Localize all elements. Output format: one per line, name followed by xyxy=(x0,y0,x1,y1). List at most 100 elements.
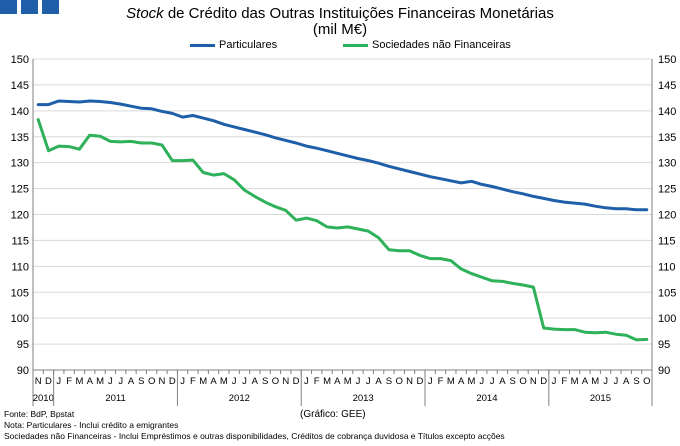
y-tick-label-right: 140 xyxy=(658,106,676,118)
x-tick-label: O xyxy=(148,376,155,387)
y-tick-label-left: 110 xyxy=(11,261,29,273)
chart-title-rest: de Crédito das Outras Instituições Finan… xyxy=(163,5,554,22)
y-tick-label-left: 135 xyxy=(11,132,29,144)
y-tick-label-left: 105 xyxy=(11,287,29,299)
x-tick-label: S xyxy=(386,376,392,387)
chart-subtitle: (mil M€) xyxy=(312,21,368,38)
x-tick-label: M xyxy=(467,376,475,387)
x-tick-label: D xyxy=(45,376,52,387)
x-tick-label: J xyxy=(356,376,361,387)
y-tick-label-left: 90 xyxy=(17,365,29,377)
y-tick-label-right: 95 xyxy=(658,339,670,351)
x-tick-label: J xyxy=(304,376,309,387)
legend-swatch-sociedades xyxy=(343,44,368,47)
x-tick-label: M xyxy=(591,376,599,387)
legend: Particulares Sociedades não Financeiras xyxy=(0,39,680,53)
year-label: 2011 xyxy=(105,393,125,404)
y-tick-label-left: 100 xyxy=(11,313,29,325)
y-tick-label-right: 120 xyxy=(658,210,676,222)
x-tick-label: J xyxy=(603,376,608,387)
y-tick-label-left: 120 xyxy=(11,210,29,222)
legend-label-particulares: Particulares xyxy=(219,39,278,51)
x-tick-label: D xyxy=(540,376,547,387)
logo-block xyxy=(42,0,59,14)
x-tick-label: F xyxy=(314,376,320,387)
footnote-source: Fonte: BdP, Bpstat xyxy=(4,409,75,419)
x-tick-label: A xyxy=(128,376,135,387)
footnote-note-particulares: Nota: Particulares - Inclui crédito a em… xyxy=(4,420,179,430)
x-tick-label: S xyxy=(138,376,144,387)
x-tick-label: J xyxy=(366,376,371,387)
y-tick-label-right: 100 xyxy=(658,313,676,325)
x-tick-label: N xyxy=(35,376,42,387)
x-tick-label: A xyxy=(458,376,465,387)
y-tick-label-right: 125 xyxy=(658,184,676,196)
y-tick-label-right: 105 xyxy=(658,287,676,299)
x-tick-label: A xyxy=(252,376,259,387)
chart-title: Stock de Crédito das Outras Instituições… xyxy=(0,5,680,22)
x-tick-label: M xyxy=(571,376,579,387)
x-tick-label: O xyxy=(643,376,650,387)
x-tick-label: D xyxy=(293,376,300,387)
x-tick-label: N xyxy=(406,376,413,387)
x-tick-label: F xyxy=(438,376,444,387)
year-label: 2015 xyxy=(590,393,611,404)
x-tick-label: M xyxy=(344,376,352,387)
x-tick-label: J xyxy=(108,376,113,387)
x-tick-label: S xyxy=(510,376,516,387)
x-tick-label: A xyxy=(210,376,217,387)
x-tick-label: F xyxy=(190,376,196,387)
x-tick-label: A xyxy=(87,376,94,387)
x-tick-label: M xyxy=(220,376,228,387)
y-tick-label-right: 145 xyxy=(658,80,676,92)
x-tick-label: O xyxy=(272,376,279,387)
x-tick-label: N xyxy=(159,376,166,387)
x-tick-label: N xyxy=(282,376,289,387)
legend-item-particulares: Particulares xyxy=(190,39,277,52)
y-tick-label-left: 125 xyxy=(11,184,29,196)
year-label: 2010 xyxy=(33,393,54,404)
x-tick-label: J xyxy=(242,376,247,387)
logo-block xyxy=(0,0,17,14)
year-label: 2013 xyxy=(353,393,374,404)
y-tick-label-right: 130 xyxy=(658,158,676,170)
x-tick-label: J xyxy=(552,376,557,387)
x-tick-label: M xyxy=(199,376,207,387)
x-tick-label: J xyxy=(232,376,237,387)
x-tick-label: M xyxy=(447,376,455,387)
y-tick-label-left: 95 xyxy=(17,339,29,351)
year-label: 2012 xyxy=(229,393,250,404)
x-tick-label: S xyxy=(633,376,639,387)
y-tick-label-right: 135 xyxy=(658,132,676,144)
y-tick-label-right: 150 xyxy=(658,54,676,66)
x-tick-label: O xyxy=(519,376,526,387)
x-tick-label: A xyxy=(623,376,630,387)
y-tick-label-left: 130 xyxy=(11,158,29,170)
y-tick-label-left: 115 xyxy=(11,235,29,247)
x-tick-label: M xyxy=(323,376,331,387)
x-tick-label: J xyxy=(479,376,484,387)
x-tick-label: J xyxy=(56,376,61,387)
x-tick-label: J xyxy=(118,376,123,387)
x-tick-label: N xyxy=(530,376,537,387)
series-line-sociedades xyxy=(36,118,649,342)
x-tick-label: F xyxy=(66,376,72,387)
x-tick-label: A xyxy=(334,376,341,387)
legend-item-sociedades: Sociedades não Financeiras xyxy=(343,39,511,52)
x-tick-label: J xyxy=(428,376,433,387)
y-tick-label-right: 110 xyxy=(658,261,676,273)
y-tick-label-right: 115 xyxy=(658,235,676,247)
series-line-particulares xyxy=(36,99,649,212)
x-tick-label: D xyxy=(169,376,176,387)
x-tick-label: A xyxy=(499,376,506,387)
x-tick-label: J xyxy=(614,376,619,387)
x-tick-label: J xyxy=(490,376,495,387)
chart-title-italic: Stock xyxy=(126,5,164,22)
chart-credit: (Gráfico: GEE) xyxy=(300,409,366,420)
footnote-note-sociedades: Sociedades não Financeiras - Inclui Empr… xyxy=(4,431,505,441)
y-tick-label-left: 140 xyxy=(11,106,29,118)
x-tick-label: O xyxy=(396,376,403,387)
y-tick-label-left: 145 xyxy=(11,80,29,92)
logo-block xyxy=(21,0,38,14)
